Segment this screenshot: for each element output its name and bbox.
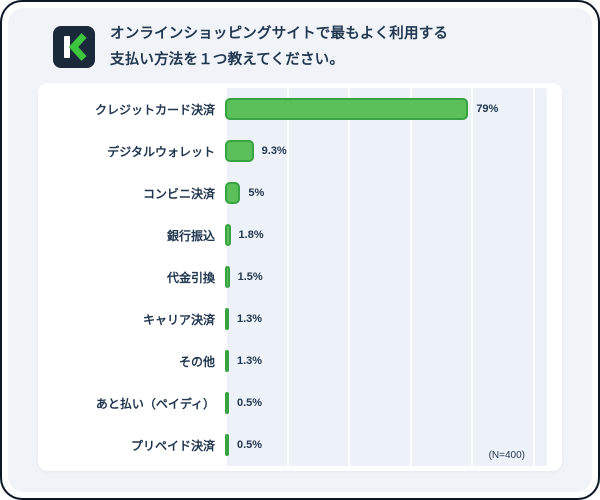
value-label: 0.5% <box>237 397 263 409</box>
gridline <box>533 88 535 466</box>
category-label: プリペイド決済 <box>130 438 215 453</box>
gridline <box>409 88 412 466</box>
bar <box>225 392 229 414</box>
bar-rows: 79% 9.3% 5% 1.8% 1.5% 1.3% 1.3% 0.5% 0.5% <box>225 88 547 466</box>
bar <box>225 182 241 204</box>
bar-row: 1.3% <box>225 340 547 382</box>
bar-row: 1.5% <box>225 256 547 298</box>
category-label: キャリア決済 <box>142 312 215 327</box>
survey-panel: オンラインショッピングサイトで最もよく利用する 支払い方法を１つ教えてください。… <box>8 8 592 492</box>
question-line-1: オンラインショッピングサイトで最もよく利用する <box>110 26 449 42</box>
question-header: オンラインショッピングサイトで最もよく利用する 支払い方法を１つ教えてください。 <box>8 8 592 74</box>
bar <box>225 350 229 372</box>
k-logo-icon <box>64 33 87 61</box>
gridline <box>348 88 351 466</box>
bar-row: 0.5% <box>225 382 547 424</box>
value-label: 5% <box>248 187 265 199</box>
bar <box>225 266 230 288</box>
question-text: オンラインショッピングサイトで最もよく利用する 支払い方法を１つ教えてください。 <box>110 21 448 73</box>
bar <box>225 434 229 456</box>
chart-card: クレジットカード決済デジタルウォレットコンビニ決済銀行振込代金引換キャリア決済そ… <box>38 83 562 471</box>
category-label: 代金引換 <box>166 270 215 285</box>
category-label-column: クレジットカード決済デジタルウォレットコンビニ決済銀行振込代金引換キャリア決済そ… <box>38 88 225 466</box>
value-label: 9.3% <box>261 145 287 157</box>
bar <box>225 224 231 246</box>
bar <box>225 98 469 120</box>
bar-row: 5% <box>225 172 547 214</box>
category-label: コンビニ決済 <box>142 186 215 201</box>
plot-area: 79% 9.3% 5% 1.8% 1.5% 1.3% 1.3% 0.5% 0.5% (N=400… <box>225 88 547 466</box>
category-label: デジタルウォレット <box>107 144 215 159</box>
bar-row: 9.3% <box>225 130 547 172</box>
value-label: 1.5% <box>237 271 263 283</box>
brand-logo <box>53 26 95 68</box>
category-label: クレジットカード決済 <box>94 102 215 117</box>
bar-row: 0.5% <box>225 424 547 466</box>
bar-row: 79% <box>225 88 547 130</box>
gridline <box>471 88 474 466</box>
category-label: その他 <box>178 354 215 369</box>
sample-size-label: (N=400) <box>488 450 525 461</box>
value-label: 1.3% <box>237 355 263 367</box>
value-label: 1.3% <box>237 313 263 325</box>
value-label: 0.5% <box>237 439 263 451</box>
value-label: 79% <box>476 103 499 115</box>
bar-row: 1.8% <box>225 214 547 256</box>
gridline <box>286 88 289 466</box>
bar-row: 1.3% <box>225 298 547 340</box>
bar <box>225 140 254 162</box>
value-label: 1.8% <box>238 229 264 241</box>
category-label: あと払い（ペイディ） <box>95 396 215 411</box>
bar <box>225 308 229 330</box>
question-line-2: 支払い方法を１つ教えてください。 <box>110 52 345 68</box>
category-label: 銀行振込 <box>166 228 215 243</box>
